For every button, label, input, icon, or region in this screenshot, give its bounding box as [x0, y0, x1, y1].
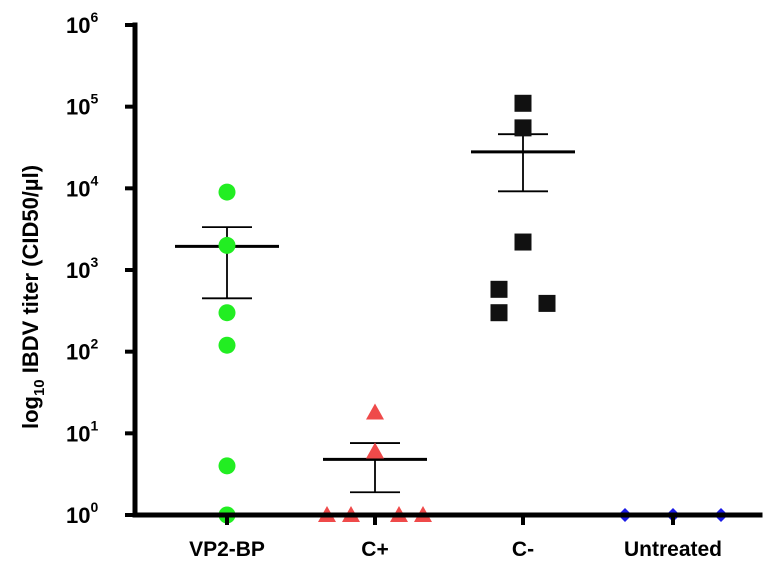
x-category-label: VP2-BP — [189, 538, 265, 561]
data-point-circle — [218, 457, 236, 475]
y-axis-title-rest: IBDV titer (CID50/µl) — [18, 165, 43, 379]
data-point-circle — [218, 304, 236, 322]
y-tick-exponent: 4 — [90, 172, 98, 188]
data-point-square — [490, 304, 508, 322]
data-point-square — [514, 233, 532, 251]
y-tick-base: 10 — [66, 176, 90, 201]
data-point-triangle — [366, 403, 384, 420]
data-point-square — [514, 119, 532, 137]
y-tick-label: 106 — [66, 9, 98, 38]
data-point-square — [538, 294, 556, 312]
y-tick-label: 105 — [66, 91, 98, 120]
data-point-circle — [218, 236, 236, 254]
y-tick-exponent: 6 — [90, 9, 98, 25]
y-axis-title-subscript: 10 — [31, 379, 48, 396]
data-point-square — [490, 280, 508, 298]
y-tick-exponent: 3 — [90, 254, 98, 270]
y-tick-base: 10 — [66, 340, 90, 365]
y-tick-label: 101 — [66, 417, 98, 446]
y-tick-base: 10 — [66, 503, 90, 528]
y-tick-base: 10 — [66, 95, 90, 120]
data-point-circle — [218, 336, 236, 354]
data-points — [218, 94, 728, 524]
y-axis-title: log10 IBDV titer (CID50/µl) — [18, 165, 48, 429]
y-tick-exponent: 2 — [90, 336, 98, 352]
data-point-square — [514, 94, 532, 112]
x-category-label: C- — [512, 538, 534, 561]
x-category-label: C+ — [361, 538, 388, 561]
y-tick-base: 10 — [66, 421, 90, 446]
y-tick-label: 104 — [66, 172, 98, 201]
y-tick-base: 10 — [66, 13, 90, 38]
x-category-label: Untreated — [624, 538, 722, 561]
data-point-circle — [218, 183, 236, 201]
y-tick-exponent: 0 — [90, 499, 98, 515]
y-axis-title-prefix: log — [18, 396, 43, 429]
y-tick-exponent: 1 — [90, 417, 98, 433]
y-tick-label: 100 — [66, 499, 98, 528]
x-axis-categories: VP2-BP C+ C- Untreated — [189, 515, 722, 561]
y-tick-label: 102 — [66, 336, 98, 365]
y-tick-base: 10 — [66, 258, 90, 283]
y-tick-label: 103 — [66, 254, 98, 283]
y-tick-exponent: 5 — [90, 91, 98, 107]
data-point-triangle — [366, 442, 384, 459]
